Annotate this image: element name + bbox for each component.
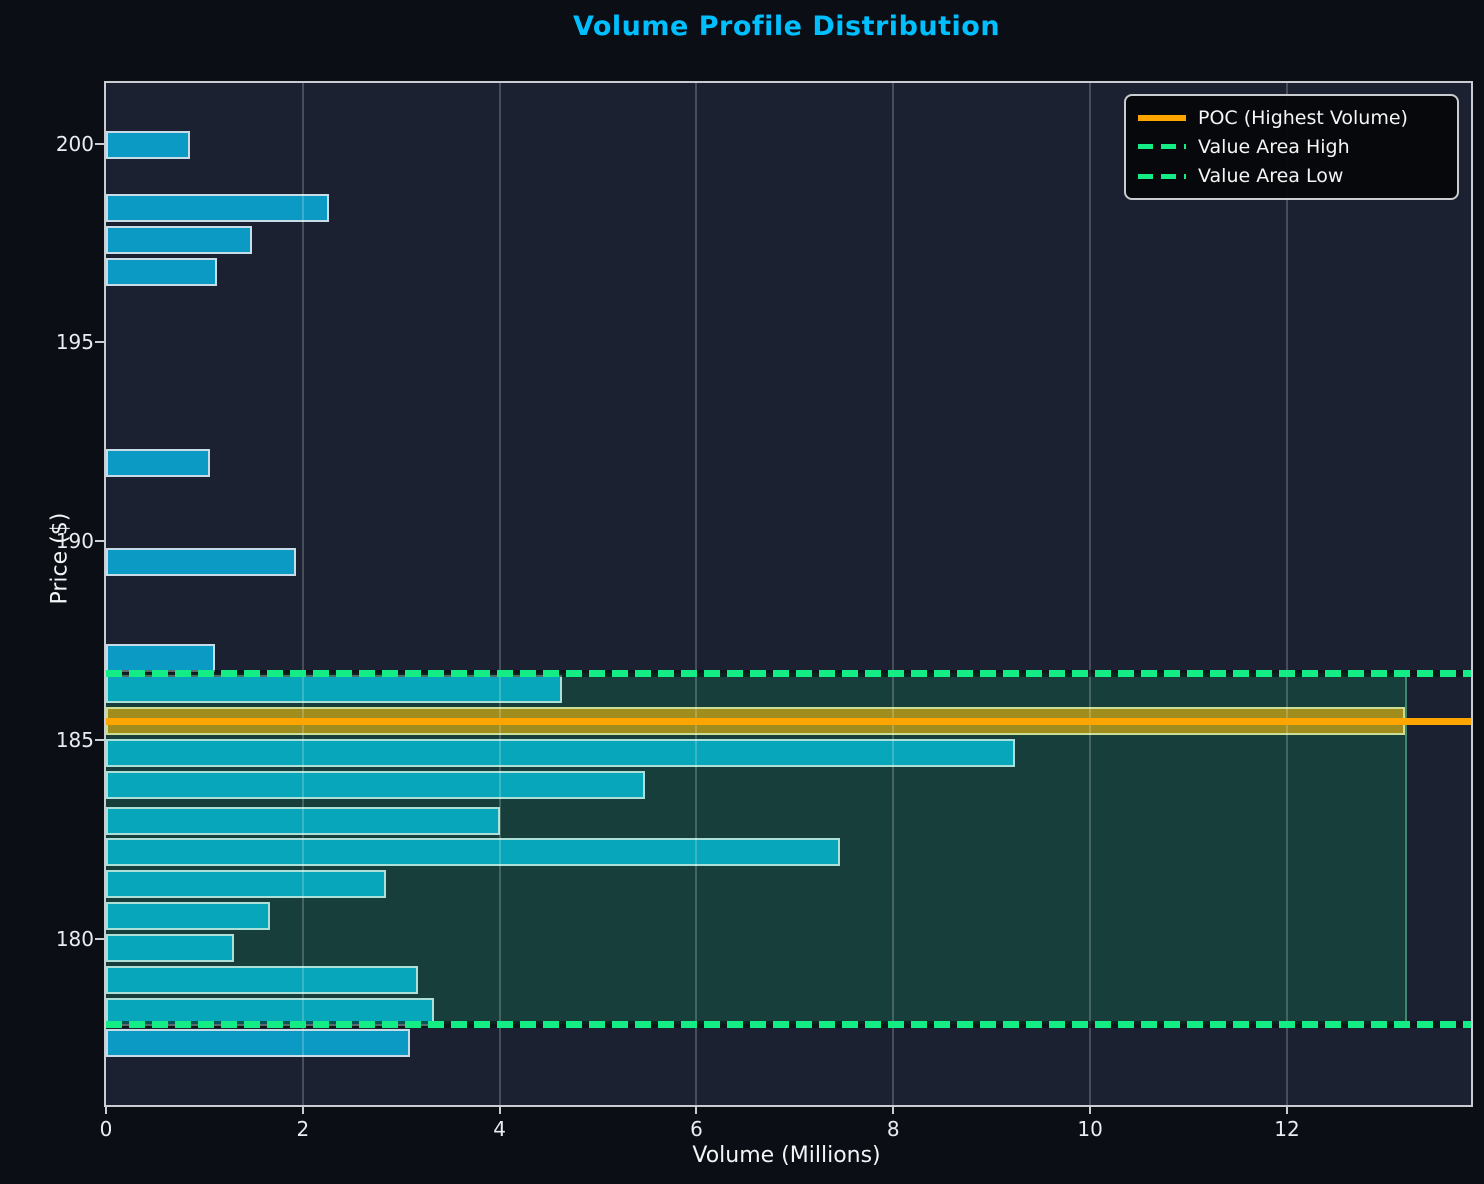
x-tick-label: 6: [690, 1117, 703, 1141]
volume-bar: [106, 548, 296, 577]
value-area-high-line: [106, 669, 1471, 677]
x-tick-mark: [892, 1105, 895, 1114]
chart-title: Volume Profile Distribution: [572, 11, 1001, 42]
gridline: [892, 83, 895, 1105]
volume-bar: [106, 838, 841, 867]
y-tick-label: 200: [55, 131, 94, 156]
volume-bar: [106, 643, 216, 672]
x-tick-mark: [498, 1105, 501, 1114]
x-tick-label: 4: [493, 1117, 507, 1141]
gridline: [695, 83, 698, 1105]
dashed-line-swatch-icon: [1138, 144, 1186, 150]
y-tick-label: 190: [55, 529, 94, 554]
volume-bar: [106, 130, 190, 159]
volume-bar: [106, 1029, 411, 1058]
x-tick-label: 12: [1274, 1117, 1300, 1141]
gridline: [498, 83, 501, 1105]
legend-label-value-area-low: Value Area Low: [1198, 165, 1344, 188]
x-tick-mark: [105, 1105, 107, 1114]
x-tick-label: 2: [296, 1117, 310, 1141]
y-tick-mark: [95, 142, 104, 145]
y-tick-label: 195: [55, 330, 94, 355]
volume-bar: [106, 933, 234, 962]
x-tick-mark: [695, 1105, 698, 1114]
legend-label-value-area-high: Value Area High: [1198, 135, 1350, 158]
value-area-fill: [106, 672, 1408, 1025]
y-tick-mark: [95, 739, 104, 742]
y-axis-label: Price ($): [47, 512, 73, 605]
x-tick-mark: [301, 1105, 304, 1114]
volume-bar: [106, 257, 218, 286]
volume-bar: [106, 806, 500, 835]
volume-bar: [106, 739, 1016, 768]
y-tick-mark: [95, 937, 104, 940]
x-tick-label: 0: [99, 1117, 113, 1141]
dashed-line-swatch-icon: [1138, 173, 1186, 179]
gridline: [301, 83, 304, 1105]
legend-item-poc: POC (Highest Volume): [1138, 107, 1445, 129]
legend-item-value-area-high: Value Area High: [1138, 136, 1445, 158]
poc-line: [106, 718, 1471, 726]
gridline: [1089, 83, 1092, 1105]
y-tick-mark: [95, 540, 104, 543]
volume-bar: [106, 226, 252, 255]
gridline: [1285, 83, 1288, 1105]
x-tick-label: 10: [1077, 1117, 1103, 1141]
value-area-low-line: [106, 1021, 1471, 1029]
volume-bar: [106, 448, 211, 477]
y-tick-label: 180: [55, 926, 94, 951]
volume-bar: [106, 902, 271, 931]
legend: POC (Highest Volume) Value Area High Val…: [1124, 94, 1459, 200]
volume-bar: [106, 965, 418, 994]
poc-line-swatch-icon: [1138, 114, 1186, 121]
y-tick-label: 185: [55, 728, 94, 753]
x-tick-label: 8: [886, 1117, 900, 1141]
volume-bar: [106, 194, 330, 223]
volume-bar: [106, 770, 646, 799]
legend-item-value-area-low: Value Area Low: [1138, 165, 1445, 187]
y-tick-mark: [95, 341, 104, 344]
legend-label-poc: POC (Highest Volume): [1198, 106, 1408, 129]
x-axis-label: Volume (Millions): [692, 1143, 881, 1168]
volume-bar: [106, 870, 387, 899]
x-tick-mark: [1285, 1105, 1288, 1114]
x-tick-mark: [1089, 1105, 1092, 1114]
plot-area: [104, 81, 1473, 1107]
